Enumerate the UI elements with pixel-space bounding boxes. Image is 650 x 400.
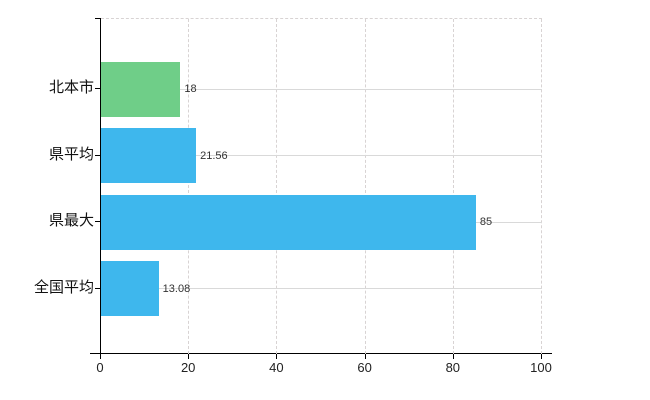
x-axis-line: [90, 353, 552, 354]
bar: [101, 61, 181, 117]
x-axis-tick: [452, 354, 454, 359]
value-label: 18: [184, 83, 197, 95]
horizontal-gridline: [101, 288, 542, 289]
bar: [101, 261, 159, 316]
y-axis-top-tick: [95, 18, 101, 19]
x-tick-label: 40: [269, 360, 284, 375]
horizontal-gridline: [101, 155, 542, 156]
plot-area: 18 21.56 85 13.08: [101, 18, 542, 354]
vertical-gridline: [276, 19, 278, 354]
x-axis-tick: [100, 354, 101, 359]
x-axis-tick: [541, 354, 542, 359]
vertical-gridline: [364, 19, 366, 354]
vertical-gridline: [452, 19, 454, 354]
y-axis-tick: [95, 221, 101, 222]
y-axis-tick: [95, 88, 101, 89]
value-label: 85: [479, 216, 493, 228]
y-axis-tick: [95, 154, 101, 156]
value-label: 21.56: [200, 149, 228, 162]
y-axis-line: [100, 18, 101, 354]
horizontal-gridline: [101, 88, 542, 90]
vertical-gridline: [541, 19, 542, 354]
x-tick-label: 0: [96, 360, 104, 375]
category-label: 全国平均: [33, 278, 94, 296]
category-label: 北本市: [48, 79, 94, 96]
bar: [101, 194, 476, 250]
value-label: 13.08: [162, 282, 191, 295]
x-tick-label: 20: [180, 360, 196, 375]
category-label: 県平均: [48, 145, 94, 163]
x-tick-label: 60: [357, 360, 372, 375]
x-tick-label: 100: [530, 360, 552, 375]
bar: [101, 128, 197, 183]
category-label: 県最大: [48, 212, 94, 229]
x-tick-label: 80: [445, 360, 461, 375]
y-axis-tick: [95, 287, 101, 289]
x-axis-tick: [364, 354, 366, 359]
x-axis-tick: [276, 354, 278, 359]
vertical-gridline: [188, 19, 190, 354]
x-axis-tick: [188, 354, 190, 359]
